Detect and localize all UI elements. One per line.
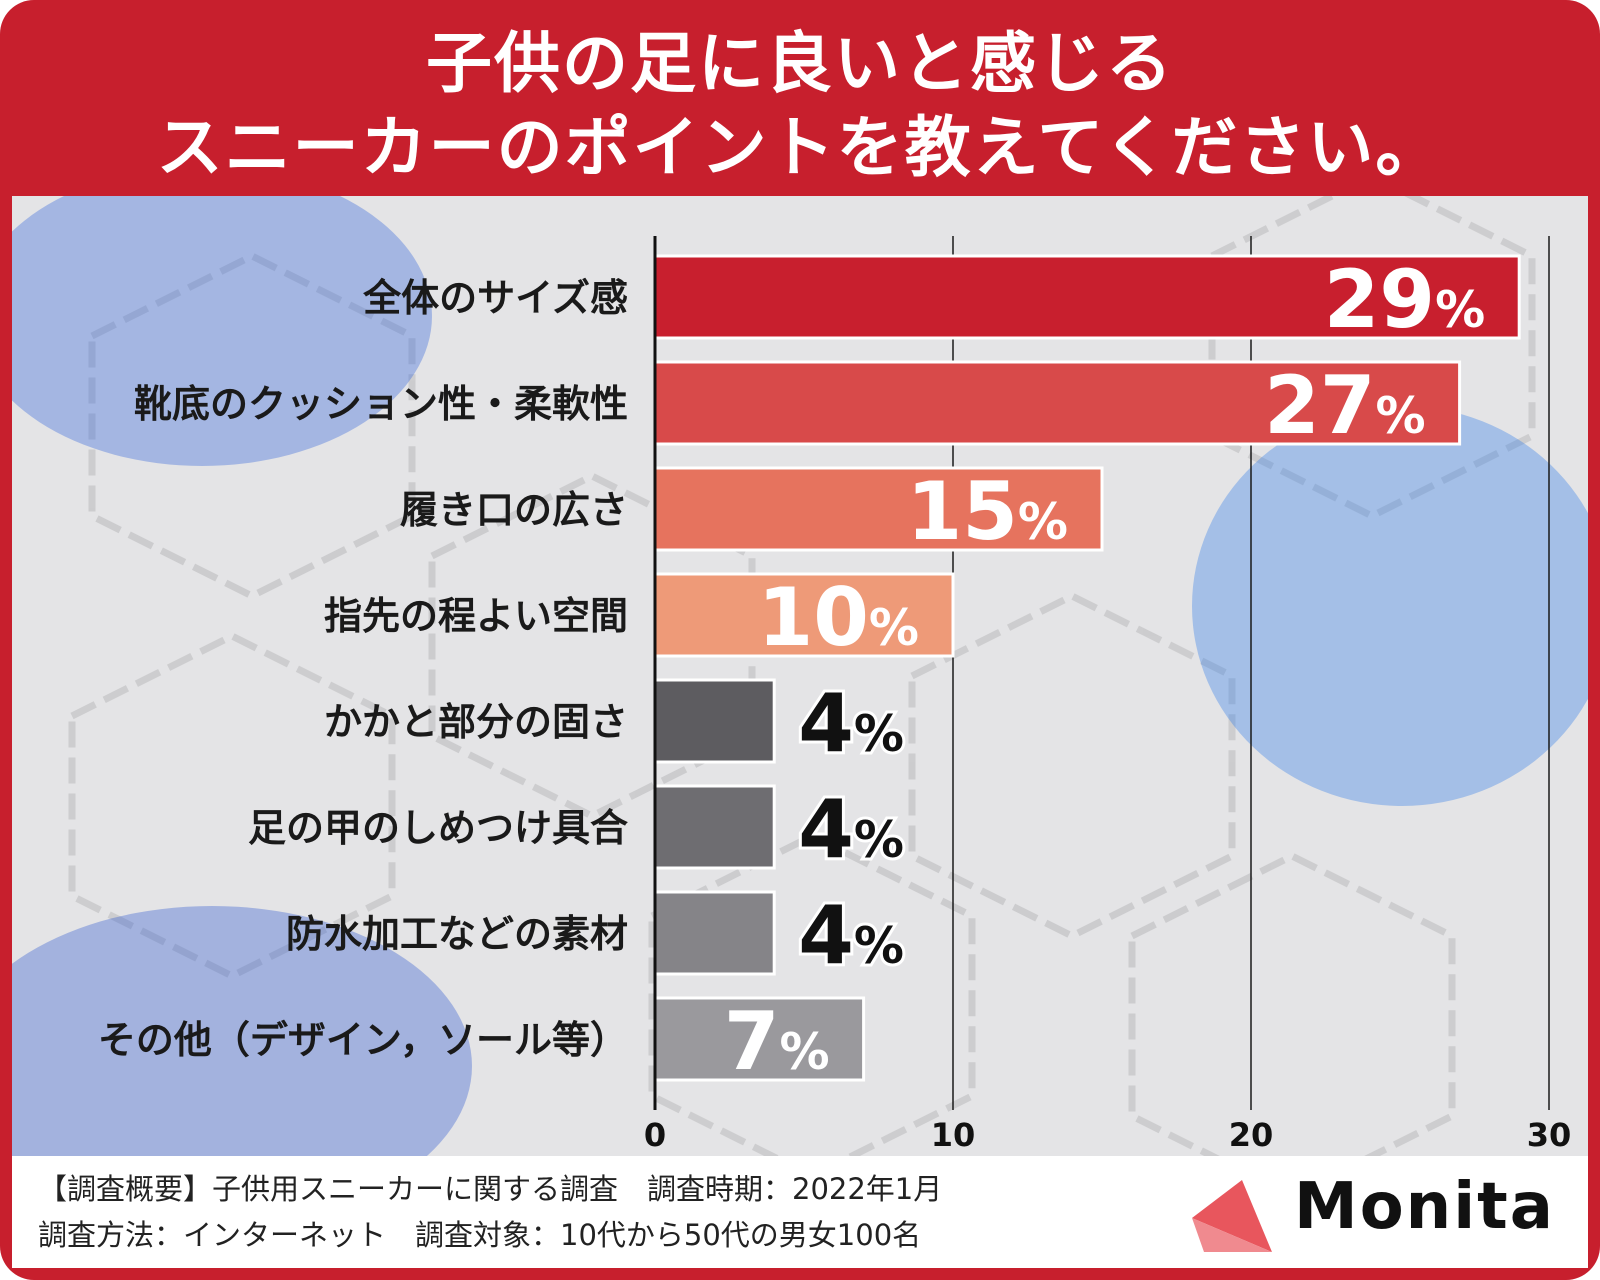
bar-6 [653, 890, 776, 976]
category-label-1: 靴底のクッション性・柔軟性 [134, 382, 628, 426]
value-label-3: 10% [758, 571, 919, 664]
x-tick-label-30: 30 [1527, 1116, 1572, 1154]
brand-logo-text: Monita [1294, 1170, 1555, 1244]
bar-3 [653, 572, 955, 658]
category-label-2: 履き口の広さ [400, 488, 628, 532]
category-label-4: かかと部分の固さ [324, 700, 628, 744]
x-tick-label-20: 20 [1229, 1116, 1274, 1154]
monita-logo-icon [1192, 1180, 1272, 1252]
category-label-5: 足の甲のしめつけ具合 [248, 806, 628, 850]
category-label-3: 指先の程よい空間 [324, 594, 628, 638]
title-line-1: 子供の足に良いと感じる [426, 25, 1174, 102]
value-label-5: 4% [798, 783, 904, 876]
background-decoration [12, 196, 1588, 1156]
survey-summary-line-1: 【調査概要】子供用スニーカーに関する調査 調査時期：2022年1月 [38, 1172, 943, 1206]
value-label-4: 4% [798, 677, 904, 770]
value-label-2: 15% [907, 465, 1068, 558]
category-label-0: 全体のサイズ感 [362, 276, 628, 320]
x-tick-label-0: 0 [644, 1116, 666, 1154]
value-label-1: 27% [1264, 359, 1425, 452]
bar-7 [653, 996, 866, 1082]
category-label-6: 防水加工などの素材 [286, 912, 628, 956]
footer: 【調査概要】子供用スニーカーに関する調査 調査時期：2022年1月 調査方法：イ… [12, 1156, 1588, 1268]
x-tick-label-10: 10 [931, 1116, 976, 1154]
value-label-6: 4% [798, 889, 904, 982]
bar-4 [653, 678, 776, 764]
chart-title: 子供の足に良いと感じる スニーカーのポイントを教えてください。 [0, 22, 1600, 190]
category-label-7: その他（デザイン，ソール等） [98, 1018, 628, 1062]
bar-chart: 全体のサイズ感 29% 靴底のクッション性・柔軟性 27% 履き口の広さ 15% 指先の程よ… [98, 236, 1572, 1154]
title-line-2: スニーカーのポイントを教えてください。 [156, 109, 1444, 186]
bar-5 [653, 784, 776, 870]
value-label-7: 7% [724, 995, 830, 1088]
value-label-0: 29% [1324, 253, 1485, 346]
plot-background [12, 196, 1588, 1156]
survey-summary-line-2: 調査方法：インターネット 調査対象：10代から50代の男女100名 [38, 1218, 922, 1252]
